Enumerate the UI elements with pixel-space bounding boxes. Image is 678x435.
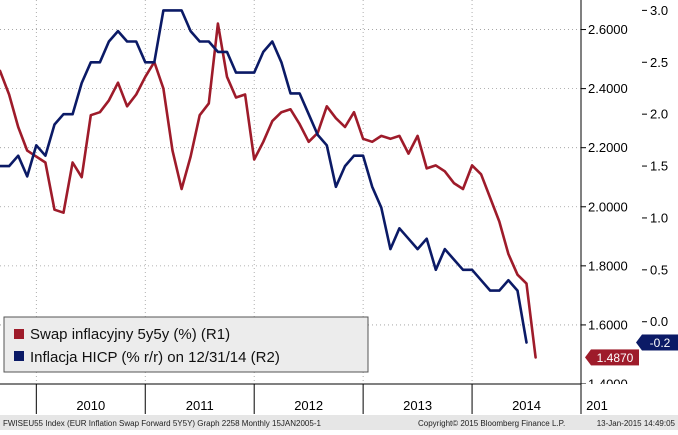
x-axis-strip: 2010 2011 2012 2013 2014 201 [0, 383, 678, 415]
last-value-flag-hicp [642, 334, 678, 351]
last-value-label-swap: 1.4870 [597, 351, 634, 365]
last-value-flag-swap [591, 349, 639, 366]
legend-label-swap: Swap inflacyjny 5y5y (%) (R1) [30, 326, 230, 343]
r2-tick-label: 1.0 [650, 210, 668, 225]
r2-tick-label: 0.5 [650, 262, 668, 277]
x-tick-label: 2013 [403, 398, 432, 413]
legend-swatch-hicp [14, 351, 24, 361]
x-tick-label: 2014 [512, 398, 541, 413]
legend-label-hicp: Inflacja HICP (% r/r) on 12/31/14 (R2) [30, 349, 280, 366]
r1-tick-label: 2.6000 [588, 22, 628, 37]
r2-tick-label: 2.5 [650, 55, 668, 70]
footer-copyright: Copyright© 2015 Bloomberg Finance L.P. [418, 419, 565, 428]
right-axis-panel [581, 0, 678, 384]
r2-tick-label: 0.0 [650, 314, 668, 329]
last-value-flags: 1.4870 -0.2 [585, 334, 678, 366]
x-tick-label: 2010 [76, 398, 105, 413]
x-axis: 2010 2011 2012 2013 2014 201 [35, 384, 608, 414]
r2-tick-label: 2.0 [650, 107, 668, 122]
r1-tick-label: 2.2000 [588, 140, 628, 155]
series-line-hicp [0, 9, 528, 344]
legend-box [3, 316, 369, 373]
x-tick-label: 201 [586, 398, 608, 413]
footer-bar: FWISEU55 Index (EUR Inflation Swap Forwa… [0, 415, 678, 430]
series-line-swap [0, 22, 537, 359]
legend[interactable]: Swap inflacyjny 5y5y (%) (R1) Inflacja H… [3, 316, 369, 373]
r2-tick-label: 3.0 [650, 3, 668, 18]
x-tick-label: 2011 [186, 398, 214, 413]
x-tick-label: 2012 [294, 398, 323, 413]
footer-timestamp: 13-Jan-2015 14:49:05 [597, 419, 676, 428]
last-value-flag-pointer-swap [585, 349, 591, 366]
r1-tick-label: 1.8000 [588, 258, 628, 273]
last-value-flag-pointer-hicp [636, 334, 642, 351]
r1-tick-label: 2.0000 [588, 199, 628, 214]
legend-swatch-swap [14, 329, 24, 339]
r1-tick-label: 2.4000 [588, 81, 628, 96]
series-layer [0, 9, 537, 359]
last-value-label-hicp: -0.2 [650, 336, 671, 350]
footer-left-text: FWISEU55 Index (EUR Inflation Swap Forwa… [3, 419, 321, 428]
r2-axis: 3.0 2.5 2.0 1.5 1.0 0.5 0.0 [642, 3, 668, 329]
r2-tick-label: 1.5 [650, 159, 668, 174]
r1-tick-label: 1.6000 [588, 317, 628, 332]
